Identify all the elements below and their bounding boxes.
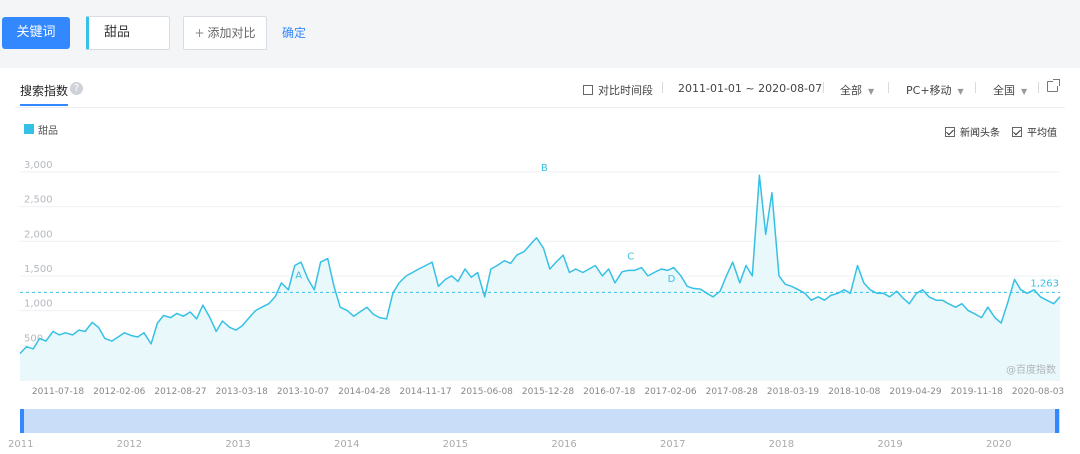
- x-tick-label: 2018-10-08: [828, 387, 881, 397]
- date-range-separator: [662, 82, 663, 95]
- checkbox-icon: [583, 85, 593, 95]
- navigator-year-label: 2017: [660, 439, 685, 450]
- x-tick-label: 2017-08-28: [706, 387, 759, 397]
- keyword-button[interactable]: 关键词: [2, 17, 70, 49]
- caret-down-icon: ▼: [1021, 87, 1028, 96]
- trend-chart[interactable]: 3,000 2,500 2,000 1,500 1,000 500 1,263 A B C D 201…: [0, 68, 1080, 454]
- average-value-label: 1,263: [1030, 278, 1059, 289]
- navigator-year-label: 2020: [986, 439, 1011, 450]
- x-tick-label: 2020-08-03: [1012, 387, 1064, 397]
- navigator-year-label: 2014: [334, 439, 359, 450]
- region-filter-dropdown[interactable]: 全国 ▼: [993, 82, 1027, 98]
- navigator-year-label: 2012: [117, 439, 142, 450]
- caret-down-icon: ▼: [868, 87, 875, 96]
- keyword-input[interactable]: 甜品: [86, 16, 170, 50]
- device-filter-separator: [975, 82, 976, 95]
- navigator-year-label: 2016: [551, 439, 576, 450]
- caret-down-icon: ▼: [957, 87, 964, 96]
- event-marker-a: A: [295, 270, 302, 281]
- help-icon[interactable]: ?: [70, 82, 83, 95]
- source-filter-label: 全部: [840, 84, 862, 97]
- x-tick-label: 2012-02-06: [93, 387, 146, 397]
- date-range-end-separator: [823, 82, 824, 95]
- x-tick-label: 2016-07-18: [583, 387, 636, 397]
- x-tick-label: 2012-08-27: [154, 387, 206, 397]
- checkbox-checked-icon: [945, 127, 955, 137]
- event-marker-d: D: [668, 274, 676, 285]
- navigator-year-label: 2019: [877, 439, 902, 450]
- navigator-left-handle: [20, 409, 24, 433]
- y-tick-label: 2,000: [24, 229, 53, 240]
- search-bar: 关键词 甜品 + 添加对比 确定: [0, 0, 1080, 68]
- compare-period-label: 对比时间段: [598, 84, 653, 97]
- news-headlines-toggle[interactable]: 新闻头条: [945, 124, 1000, 139]
- y-tick-label: 500: [24, 333, 43, 344]
- region-filter-label: 全国: [993, 84, 1015, 97]
- x-tick-label: 2018-03-19: [767, 387, 820, 397]
- legend-swatch: [24, 124, 34, 134]
- device-filter-label: PC+移动: [906, 84, 952, 97]
- legend-label[interactable]: 甜品: [38, 126, 58, 137]
- add-compare-button[interactable]: + 添加对比: [183, 16, 267, 50]
- x-tick-label: 2015-12-28: [522, 387, 575, 397]
- device-filter-dropdown[interactable]: PC+移动 ▼: [906, 82, 964, 98]
- tab-search-index[interactable]: 搜索指数: [20, 84, 69, 98]
- x-tick-label: 2014-04-28: [338, 387, 391, 397]
- y-tick-label: 2,500: [24, 195, 53, 206]
- navigator-right-handle: [1055, 409, 1059, 433]
- y-tick-label: 1,500: [24, 264, 53, 275]
- series-area: [20, 175, 1060, 380]
- x-tick-label: 2017-02-06: [644, 387, 697, 397]
- search-index-panel: 搜索指数 ? 对比时间段 2011-01-01 ~ 2020-08-07 全部 ▼…: [0, 68, 1080, 454]
- navigator-year-label: 2013: [225, 439, 250, 450]
- navigator-year-label: 2018: [769, 439, 794, 450]
- x-tick-label: 2019-04-29: [889, 387, 942, 397]
- navigator-year-label: 2015: [443, 439, 468, 450]
- divider: [15, 107, 1065, 108]
- y-tick-label: 3,000: [24, 160, 53, 171]
- average-label: 平均值: [1027, 128, 1057, 139]
- add-compare-label: 添加对比: [207, 26, 256, 40]
- date-range-picker[interactable]: 2011-01-01 ~ 2020-08-07: [678, 82, 823, 95]
- confirm-link[interactable]: 确定: [282, 26, 307, 40]
- source-filter-separator: [888, 82, 889, 95]
- event-marker-c: C: [627, 252, 634, 263]
- event-marker-b: B: [541, 163, 548, 174]
- watermark: @百度指数: [1006, 365, 1056, 376]
- plus-icon: +: [194, 26, 205, 40]
- y-tick-label: 1,000: [24, 299, 53, 310]
- source-filter-dropdown[interactable]: 全部 ▼: [840, 82, 874, 98]
- range-navigator: [20, 409, 1060, 433]
- x-tick-label: 2011-07-18: [32, 387, 85, 397]
- x-tick-label: 2014-11-17: [399, 387, 451, 397]
- x-tick-label: 2013-10-07: [277, 387, 329, 397]
- x-tick-label: 2013-03-18: [216, 387, 269, 397]
- series-line: [19, 174, 1061, 355]
- x-tick-label: 2019-11-18: [951, 387, 1004, 397]
- navigator-year-label: 2011: [8, 439, 33, 450]
- checkbox-checked-icon: [1012, 127, 1022, 137]
- average-toggle[interactable]: 平均值: [1012, 124, 1057, 139]
- region-filter-separator: [1038, 82, 1039, 95]
- export-icon[interactable]: [1047, 79, 1060, 92]
- news-headlines-label: 新闻头条: [960, 128, 1000, 139]
- tab-active-indicator: [20, 104, 68, 106]
- compare-period-toggle[interactable]: 对比时间段: [583, 82, 653, 98]
- x-tick-label: 2015-06-08: [461, 387, 514, 397]
